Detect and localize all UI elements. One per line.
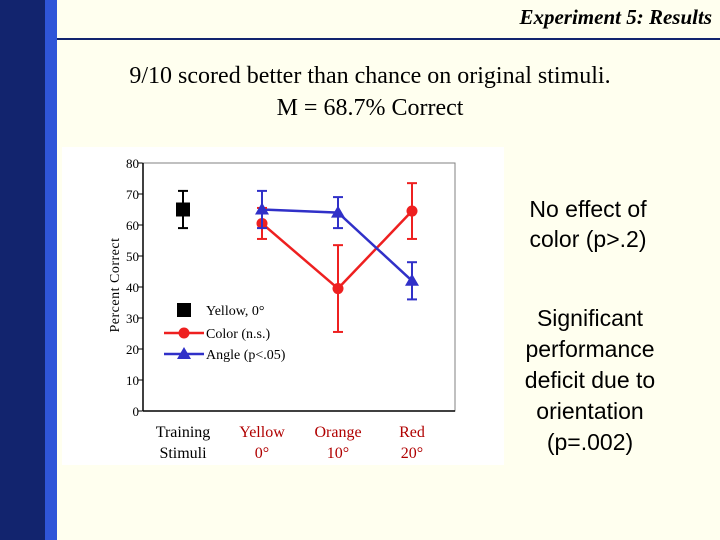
x-tick-label: Orange: [314, 424, 361, 441]
color-effect-note: No effect of color (p>.2): [529, 196, 647, 252]
x-tick-label: Red: [399, 424, 425, 441]
y-tick-label: 10: [126, 373, 139, 388]
x-tick-label: 20°: [401, 445, 423, 462]
data-point: [176, 202, 190, 217]
data-point: [332, 283, 344, 295]
y-tick-label: 20: [126, 342, 139, 357]
orientation-effect-note: Significant performance deficit due to o…: [524, 305, 656, 455]
y-axis-label: Percent Correct: [108, 238, 123, 333]
y-tick-label: 0: [133, 404, 140, 419]
data-point: [405, 273, 419, 286]
legend-label: Angle (p<.05): [206, 348, 286, 363]
chart-panel: [62, 147, 504, 465]
legend-marker: [177, 347, 191, 359]
left-accent-bar: [0, 0, 45, 540]
x-tick-label: Yellow: [239, 424, 285, 441]
x-tick-label: 0°: [255, 445, 269, 462]
header-rule: [57, 38, 720, 40]
legend-label: Color (n.s.): [206, 327, 271, 342]
y-tick-label: 30: [126, 311, 139, 326]
x-tick-label: Stimuli: [159, 445, 207, 462]
x-tick-label: Training: [156, 424, 211, 441]
y-tick-label: 70: [126, 187, 139, 202]
legend-label: Yellow, 0°: [206, 304, 265, 319]
summary-line-2: M = 68.7% Correct: [276, 95, 464, 121]
left-accent-stripe: [45, 0, 57, 540]
y-tick-label: 60: [126, 218, 139, 233]
data-point: [331, 205, 345, 218]
plot-frame: [142, 162, 456, 412]
legend-marker: [178, 327, 190, 339]
slide-title: Experiment 5: Results: [519, 5, 712, 29]
y-tick-label: 40: [126, 280, 139, 295]
y-tick-label: 50: [126, 249, 139, 264]
y-tick-label: 80: [126, 156, 139, 171]
summary-line-1: 9/10 scored better than chance on origin…: [129, 63, 611, 89]
legend-marker: [177, 303, 191, 317]
x-tick-label: 10°: [327, 445, 349, 462]
data-point: [406, 205, 418, 217]
data-point: [255, 202, 269, 215]
summary-text: 9/10 scored better than chance on origin…: [60, 60, 680, 124]
